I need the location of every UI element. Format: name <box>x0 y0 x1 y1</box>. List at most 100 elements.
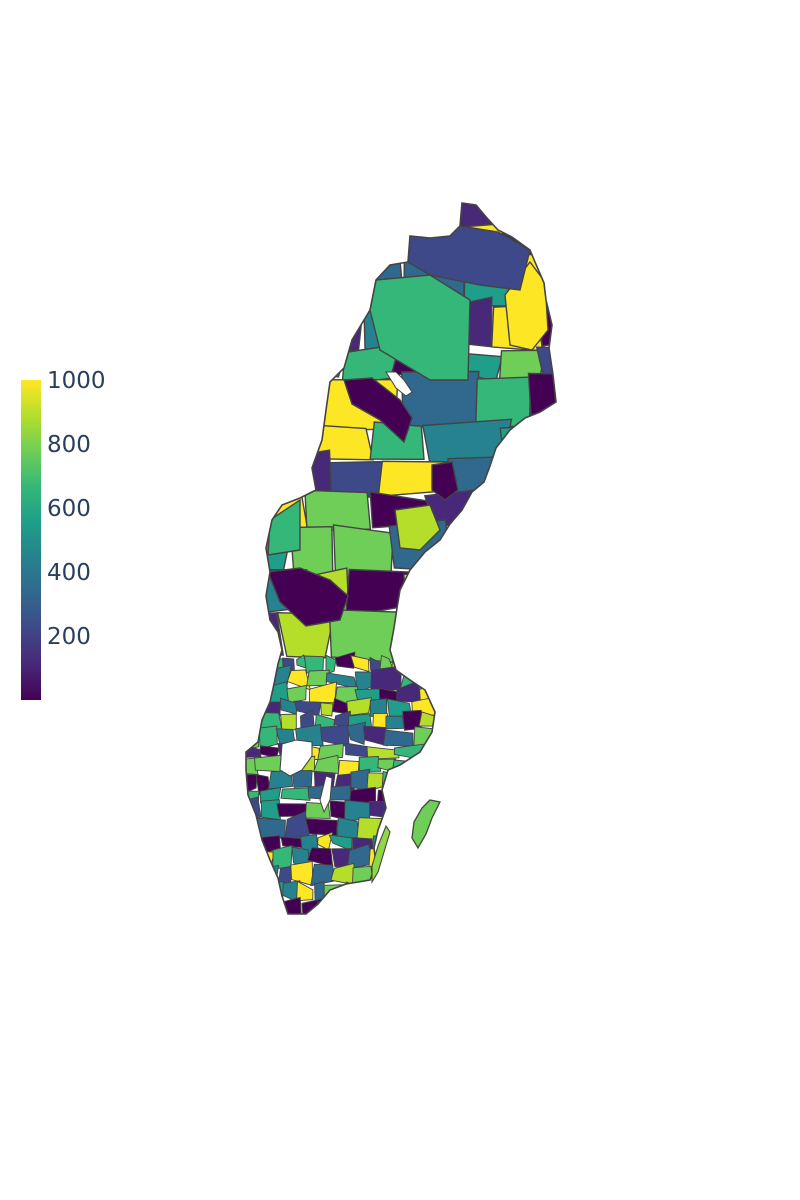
municipality-region <box>386 835 410 853</box>
municipality-region <box>435 654 449 674</box>
municipality-region <box>427 834 455 848</box>
municipality-region <box>306 911 329 914</box>
municipality-region <box>534 654 547 675</box>
lake-tornetrask <box>385 371 413 397</box>
municipality-region <box>451 520 519 576</box>
municipality-region <box>548 517 556 583</box>
municipality-region <box>403 570 461 610</box>
municipality-region <box>246 669 272 690</box>
municipality-region <box>509 801 535 820</box>
municipality-region <box>350 654 370 673</box>
municipality-region <box>481 786 510 806</box>
municipality-region <box>420 657 439 674</box>
municipality-region <box>469 884 490 904</box>
municipality-region <box>320 724 350 748</box>
municipality-region <box>266 664 292 687</box>
municipality-region <box>481 801 511 821</box>
municipality-region <box>476 723 499 747</box>
municipality-region <box>267 498 301 556</box>
municipality-region <box>246 420 310 460</box>
colorbar-ticks: 200 400 600 800 1000 <box>47 368 106 650</box>
municipality-region <box>549 604 556 659</box>
municipality-region <box>357 883 376 905</box>
municipality-region <box>246 298 308 350</box>
municipality-region <box>349 898 373 914</box>
municipality-region <box>445 656 466 675</box>
municipality-region <box>267 567 349 627</box>
municipality-region <box>496 720 524 748</box>
municipality-region <box>468 672 495 691</box>
municipality-region <box>440 862 458 883</box>
municipality-region <box>346 697 373 717</box>
municipality-region <box>253 881 267 907</box>
municipality-region <box>343 881 361 907</box>
municipality-region <box>334 651 356 669</box>
municipality-region <box>482 760 499 775</box>
municipality-region <box>246 899 260 914</box>
municipality-region <box>343 377 413 444</box>
municipality-region <box>246 698 261 713</box>
colorbar-tick-label: 400 <box>47 560 91 586</box>
municipality-region <box>421 846 439 868</box>
municipality-region <box>452 577 503 611</box>
municipality-region <box>451 849 468 868</box>
municipality-region <box>310 863 334 886</box>
colorbar-tick-label: 600 <box>47 496 91 522</box>
municipality-region <box>290 860 314 887</box>
municipality-region <box>246 612 285 656</box>
municipality-region <box>408 917 418 936</box>
municipality-region <box>324 203 409 225</box>
municipality-region <box>457 802 482 817</box>
municipality-region <box>513 917 527 934</box>
municipality-region <box>458 724 481 746</box>
municipality-region <box>382 729 414 747</box>
municipality-region <box>246 835 262 853</box>
municipality-region <box>547 725 556 745</box>
municipality-region <box>558 788 584 802</box>
municipality-region <box>260 799 281 821</box>
municipality-region <box>246 203 330 227</box>
municipality-region <box>530 787 556 805</box>
municipality-region <box>426 671 446 692</box>
municipality-region <box>246 883 255 907</box>
municipality-region <box>531 686 556 702</box>
municipality-region <box>246 712 265 729</box>
municipality-region <box>246 218 311 268</box>
municipality-region <box>320 702 334 717</box>
municipality-region <box>468 913 496 914</box>
lake-vattern <box>319 775 333 814</box>
municipality-region <box>514 658 537 674</box>
municipality-region <box>531 816 556 842</box>
municipality-region <box>466 831 492 850</box>
municipality-region <box>553 671 556 690</box>
municipality-region <box>334 899 351 914</box>
municipality-region <box>439 900 466 914</box>
municipality-region <box>452 606 512 658</box>
municipality-region <box>547 576 556 614</box>
municipality-region <box>325 915 350 934</box>
municipality-region <box>491 666 521 688</box>
municipality-region <box>435 698 459 716</box>
municipality-region <box>457 773 484 793</box>
municipality-region <box>457 787 485 803</box>
municipality-region <box>424 743 448 764</box>
municipality-region <box>246 657 256 674</box>
municipality-region <box>246 848 258 865</box>
municipality-region <box>384 913 409 914</box>
municipality-region <box>533 771 549 789</box>
municipality-region <box>280 713 297 731</box>
municipality-region <box>246 867 263 883</box>
municipality-region <box>492 697 515 716</box>
municipality-region <box>555 881 556 903</box>
municipality-region <box>437 919 450 935</box>
municipality-region <box>489 897 511 914</box>
municipality-region <box>387 846 411 873</box>
municipality-region <box>459 712 484 731</box>
municipality-region <box>414 862 443 888</box>
municipality-region <box>289 915 310 931</box>
municipality-region <box>392 864 416 883</box>
municipality-region <box>413 726 443 748</box>
municipality-region <box>547 714 556 734</box>
municipality-region <box>443 669 468 687</box>
municipality-region <box>510 773 536 793</box>
